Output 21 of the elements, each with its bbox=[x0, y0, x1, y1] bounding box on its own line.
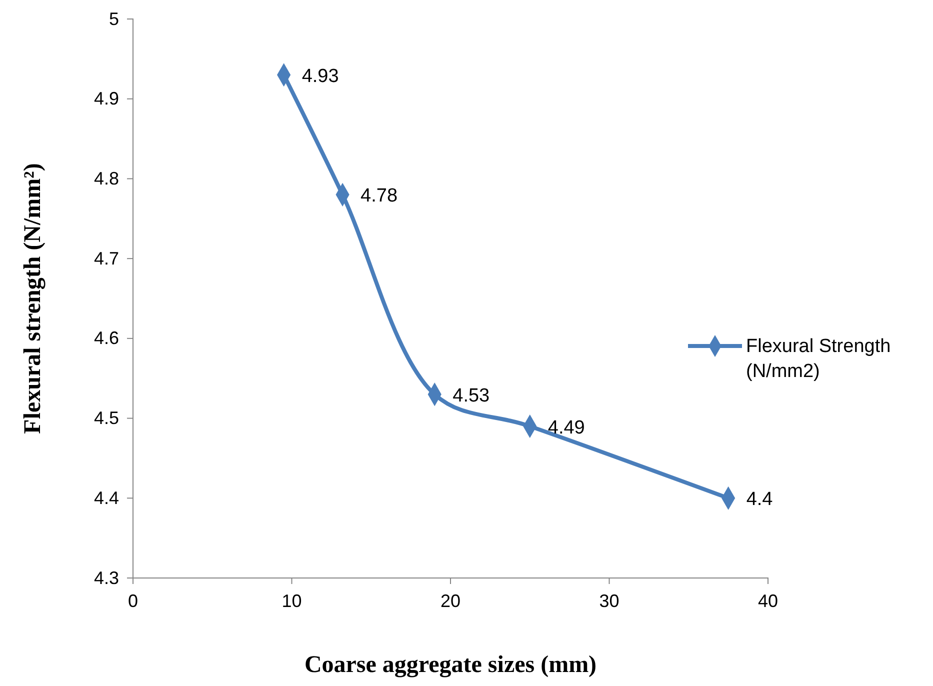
x-tick-label: 10 bbox=[282, 590, 302, 611]
y-axis-title: Flexural strength (N/mm²) bbox=[20, 163, 46, 434]
x-tick-label: 30 bbox=[599, 590, 620, 611]
data-label: 4.4 bbox=[746, 489, 774, 510]
legend-label: Flexural Strength (N/mm2) bbox=[746, 336, 891, 382]
y-tick-label: 4.8 bbox=[94, 168, 119, 188]
y-tick-label: 4.3 bbox=[94, 568, 119, 588]
y-tick-label: 4.9 bbox=[94, 88, 119, 109]
data-label: 4.49 bbox=[548, 417, 585, 438]
x-axis-title: Coarse aggregate sizes (mm) bbox=[304, 652, 597, 678]
y-tick-label: 4.4 bbox=[94, 488, 119, 508]
y-tick-label: 4.7 bbox=[94, 248, 119, 268]
data-label: 4.78 bbox=[360, 186, 398, 207]
y-tick-label: 5 bbox=[108, 8, 119, 29]
data-label: 4.53 bbox=[452, 385, 490, 406]
x-tick-label: 40 bbox=[758, 590, 778, 611]
y-tick-label: 4.6 bbox=[94, 328, 119, 348]
y-tick-label: 4.5 bbox=[94, 408, 119, 428]
x-tick-label: 0 bbox=[128, 590, 138, 611]
x-tick-label: 20 bbox=[440, 590, 461, 611]
data-label: 4.93 bbox=[302, 66, 339, 87]
